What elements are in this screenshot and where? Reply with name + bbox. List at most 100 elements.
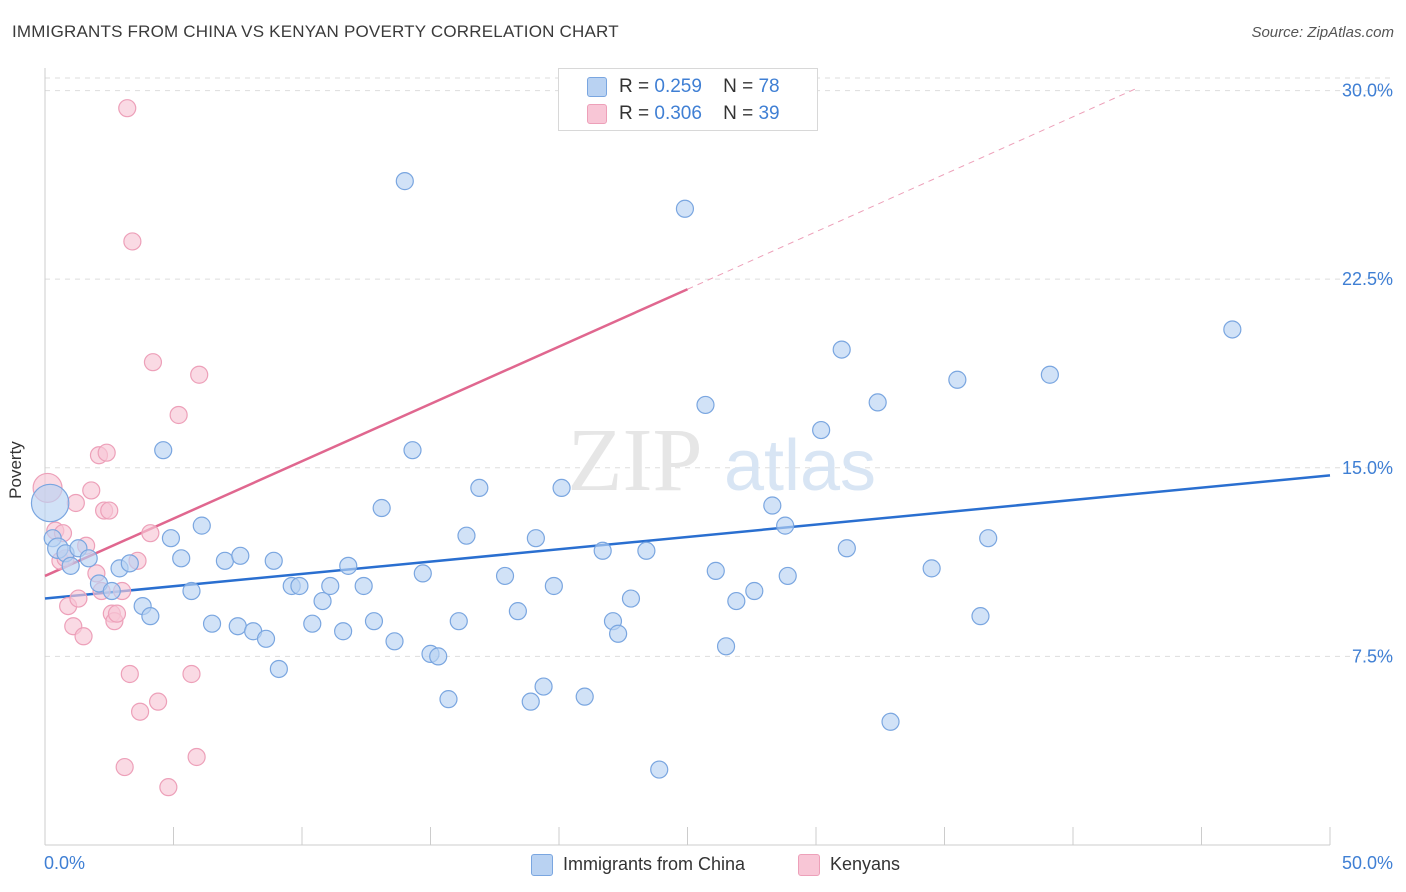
- china-point: [429, 647, 448, 666]
- china-point: [534, 677, 553, 696]
- china-point: [696, 395, 715, 415]
- legend-swatch-kenyans: [798, 854, 820, 876]
- china-point: [439, 690, 458, 709]
- china-point: [120, 554, 139, 573]
- china-point: [745, 581, 764, 601]
- r-value: 0.259: [654, 76, 702, 97]
- china-point: [290, 576, 309, 596]
- kenyans-point: [130, 702, 150, 721]
- legend-swatch-china: [587, 77, 607, 97]
- china-point: [354, 576, 373, 596]
- legend-label-kenyans: Kenyans: [830, 854, 901, 874]
- china-point: [575, 687, 594, 706]
- y-tick-label: 22.5%: [1342, 269, 1393, 289]
- china-point: [102, 581, 121, 601]
- watermark-atlas: atlas: [724, 426, 876, 506]
- china-point: [609, 624, 628, 643]
- source-note: Source: ZipAtlas.com: [1251, 24, 1394, 41]
- trend-lines: [44, 87, 1331, 600]
- kenyans-point: [190, 365, 209, 384]
- kenyans-point: [115, 757, 134, 777]
- china-point: [202, 614, 222, 633]
- china-point: [812, 420, 831, 440]
- china-point: [372, 498, 391, 518]
- china-point: [706, 561, 725, 580]
- n-label: N =: [723, 76, 754, 97]
- stats-legend: R = 0.259 N = 78 R = 0.306 N = 39: [558, 68, 818, 131]
- china-point: [837, 539, 856, 558]
- china-point: [172, 549, 191, 568]
- x-tick-label-max: 50.0%: [1342, 853, 1393, 873]
- n-label: N =: [723, 103, 754, 124]
- china-point: [182, 581, 201, 601]
- chart-title: IMMIGRANTS FROM CHINA VS KENYAN POVERTY …: [12, 22, 619, 41]
- china-point: [544, 576, 563, 596]
- china-point: [470, 478, 489, 498]
- china-point: [154, 441, 173, 460]
- china-point: [231, 546, 250, 565]
- pink-points: [32, 99, 209, 797]
- china-point: [521, 692, 540, 711]
- china-point: [716, 637, 736, 656]
- kenyans-point: [74, 627, 93, 646]
- china-point: [339, 556, 358, 575]
- kenyans-point: [97, 443, 116, 462]
- kenyans-point: [66, 493, 85, 513]
- china-point: [552, 478, 571, 498]
- china-point: [141, 607, 160, 626]
- kenyans-point: [100, 501, 119, 520]
- y-tick-label: 7.5%: [1352, 646, 1393, 666]
- tick-labels: 7.5% 15.0% 22.5% 30.0% 0.0% 50.0%: [44, 81, 1393, 873]
- watermark: ZIP atlas: [568, 411, 877, 510]
- china-point: [922, 559, 941, 578]
- legend-swatch-china: [531, 854, 553, 876]
- china-point: [495, 566, 515, 586]
- china-point: [364, 612, 384, 631]
- china-point: [256, 629, 276, 648]
- china-point: [449, 612, 468, 631]
- china-point: [881, 712, 900, 731]
- kenyans-point: [143, 353, 163, 372]
- china-point: [637, 541, 656, 560]
- kenyans-point: [187, 747, 206, 767]
- kenyans-point: [148, 692, 168, 711]
- kenyans-point: [118, 99, 137, 118]
- n-value: 39: [758, 103, 780, 124]
- china-point: [621, 589, 641, 608]
- r-value: 0.306: [654, 103, 702, 124]
- china-point: [1040, 365, 1059, 384]
- china-point: [650, 760, 669, 779]
- kenyans-trend-extension: [687, 87, 1138, 290]
- china-point: [778, 566, 797, 586]
- china-point: [979, 529, 998, 548]
- china-point: [457, 526, 476, 545]
- china-point: [61, 556, 80, 575]
- china-point: [763, 496, 782, 515]
- china-point: [215, 551, 234, 570]
- china-point: [269, 659, 288, 679]
- kenyans-point: [69, 589, 88, 608]
- china-point: [675, 199, 695, 218]
- china-trend-line: [44, 474, 1331, 600]
- china-point: [1223, 320, 1242, 339]
- blue-points: [30, 172, 1242, 779]
- china-point: [321, 576, 340, 596]
- china-point: [334, 622, 353, 641]
- china-point: [776, 516, 795, 535]
- china-point: [593, 541, 612, 560]
- china-point: [395, 172, 414, 191]
- china-point: [948, 370, 967, 389]
- legend-swatch-kenyans: [587, 104, 607, 124]
- china-point: [161, 529, 181, 548]
- kenyans-point: [169, 405, 188, 425]
- watermark-zip: ZIP: [568, 411, 703, 510]
- kenyans-point: [141, 524, 160, 543]
- china-point: [264, 551, 283, 570]
- china-point: [192, 516, 211, 535]
- r-label: R =: [619, 103, 650, 124]
- china-point: [971, 607, 990, 626]
- china-point: [868, 393, 887, 412]
- n-value: 78: [758, 76, 780, 97]
- r-label: R =: [619, 76, 650, 97]
